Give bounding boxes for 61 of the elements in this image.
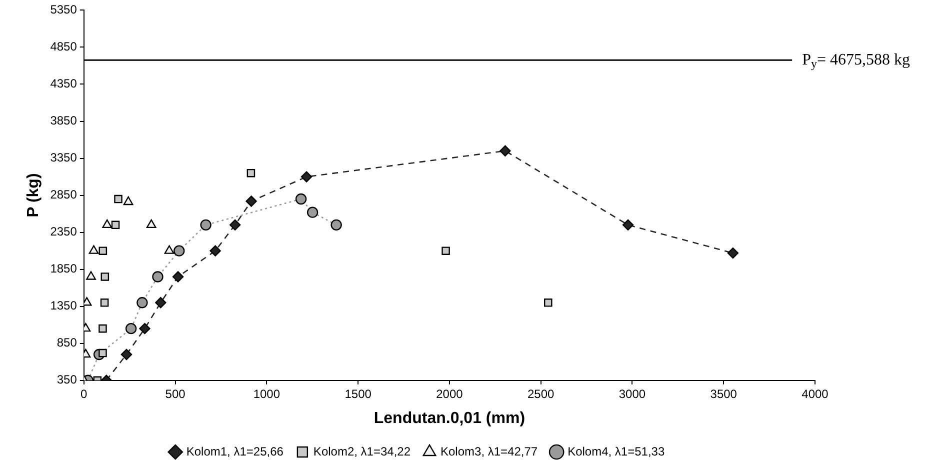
point	[139, 322, 150, 334]
point	[100, 298, 109, 307]
point	[174, 245, 185, 256]
point	[164, 245, 174, 254]
point	[123, 196, 134, 206]
x-tick-label: 500	[165, 386, 186, 401]
y-tick-label: 1850	[50, 262, 78, 276]
point	[152, 271, 164, 282]
point	[102, 219, 112, 228]
y-tick-label: 850	[56, 336, 78, 350]
point	[544, 298, 552, 307]
x-tick-label: 2500	[527, 386, 555, 401]
y-tick-label: 1350	[50, 298, 78, 313]
point	[330, 219, 342, 231]
y-tick-label: 2350	[50, 224, 78, 239]
x-tick-label: 1000	[253, 386, 280, 401]
y-tick-label: 4850	[50, 40, 78, 54]
point	[100, 272, 110, 281]
point	[88, 245, 99, 254]
point	[120, 348, 132, 360]
point	[229, 219, 241, 231]
x-tick-label: 3000	[618, 386, 646, 401]
point	[98, 324, 107, 333]
legend-label: Kolom3, λ1=42,77	[440, 444, 538, 458]
y-tick-label: 350	[56, 372, 78, 387]
point	[727, 247, 739, 259]
legend-label: Kolom1, λ1=25,66	[186, 444, 284, 458]
x-tick-label: 2000	[436, 386, 464, 401]
point	[98, 246, 108, 255]
legend-label: Kolom4, λ1=51,33	[568, 444, 665, 458]
x-tick-label: 1500	[344, 386, 372, 401]
y-axis-title: P (kg)	[25, 173, 42, 218]
point	[86, 271, 96, 280]
point	[114, 194, 122, 204]
point	[246, 168, 256, 178]
y-tick-label: 3850	[50, 114, 78, 128]
point	[172, 271, 184, 282]
y-tick-label: 3350	[50, 150, 78, 165]
point	[306, 206, 318, 218]
point	[146, 219, 156, 228]
y-tick-label: 2850	[50, 188, 78, 202]
x-tick-label: 4000	[802, 386, 829, 401]
y-tick-label: 5350	[50, 2, 78, 17]
point	[155, 297, 166, 308]
legend-label: Kolom2, λ1=34,22	[313, 444, 411, 458]
point	[500, 145, 511, 156]
point	[246, 196, 257, 207]
x-tick-label: 3500	[710, 386, 738, 401]
point	[136, 297, 148, 308]
point	[622, 219, 634, 231]
point	[125, 322, 137, 334]
point	[200, 219, 212, 231]
x-tick-label: 0	[80, 386, 88, 401]
point	[98, 348, 107, 358]
x-axis-title: Lendutan.0,01 (mm)	[374, 410, 526, 427]
point	[300, 171, 312, 182]
y-tick-label: 4350	[50, 76, 78, 91]
point	[111, 220, 120, 230]
point	[442, 246, 450, 255]
point	[210, 245, 221, 256]
point	[295, 193, 307, 205]
